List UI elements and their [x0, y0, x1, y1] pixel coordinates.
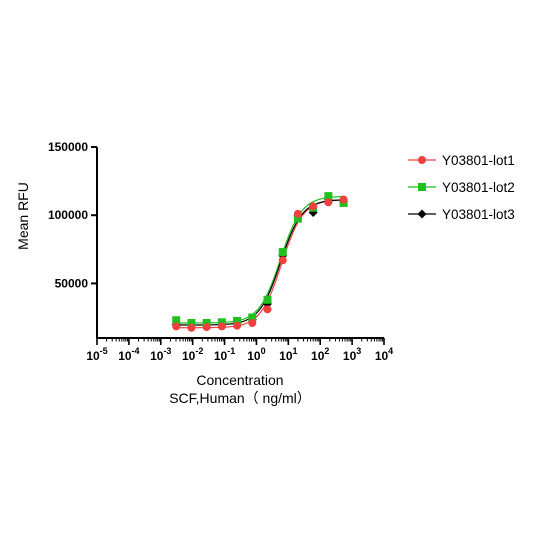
fit-curve	[176, 195, 344, 324]
legend-entry: Y03801-lot1	[408, 153, 515, 168]
y-ticks: 50000 100000 150000	[48, 140, 97, 290]
y-tick-label: 50000	[55, 276, 89, 290]
data-point	[263, 305, 272, 314]
data-point	[172, 322, 181, 331]
x-tick-label: 101	[279, 346, 297, 363]
data-point	[187, 323, 196, 332]
data-point	[217, 318, 226, 327]
data-point	[324, 192, 333, 201]
legend: Y03801-lot1 Y03801-lot2 Y03801-lot3	[408, 153, 515, 222]
x-tick-label: 103	[343, 346, 361, 363]
data-point	[278, 256, 287, 265]
x-tick-label: 102	[311, 346, 329, 363]
data-point	[324, 198, 333, 207]
data-point	[202, 323, 211, 332]
legend-marker	[418, 156, 426, 164]
y-tick-label: 150000	[48, 140, 88, 154]
data-point	[202, 318, 211, 327]
x-ticks: 10-5 10-4 10-3 10-2 10-1 100 101 102 103 104	[86, 338, 393, 363]
data-point	[248, 313, 257, 322]
x-tick-label: 10-1	[214, 346, 235, 363]
data-points	[171, 192, 349, 332]
data-point	[217, 322, 226, 331]
legend-marker	[418, 183, 426, 191]
x-tick-label: 10-3	[150, 346, 171, 363]
x-tick-label: 10-2	[182, 346, 203, 363]
fit-curves	[176, 195, 344, 329]
legend-label: Y03801-lot1	[442, 153, 515, 168]
data-point	[309, 202, 318, 211]
y-axis-title: Mean RFU	[15, 182, 31, 250]
legend-label: Y03801-lot3	[442, 207, 515, 222]
data-point	[293, 209, 302, 218]
data-point	[248, 318, 257, 327]
legend-entry: Y03801-lot3	[408, 207, 515, 222]
data-point	[293, 214, 302, 223]
data-point	[172, 316, 181, 325]
x-tick-label: 104	[375, 346, 393, 363]
x-tick-label: 10-5	[86, 346, 107, 363]
legend-entry: Y03801-lot2	[408, 180, 515, 195]
x-tick-label: 10-4	[118, 346, 139, 363]
x-tick-label: 100	[247, 346, 265, 363]
legend-marker	[417, 209, 427, 219]
axes	[96, 147, 384, 339]
data-point	[187, 318, 196, 327]
data-point	[263, 295, 272, 304]
x-axis-title-line2: SCF,Human（ ng/ml）	[169, 390, 311, 406]
data-point	[339, 195, 348, 204]
data-point	[278, 248, 287, 257]
data-point	[233, 321, 242, 330]
y-tick-label: 100000	[48, 208, 88, 222]
x-axis-title-line1: Concentration	[196, 372, 283, 388]
legend-label: Y03801-lot2	[442, 180, 515, 195]
data-point	[233, 316, 242, 325]
